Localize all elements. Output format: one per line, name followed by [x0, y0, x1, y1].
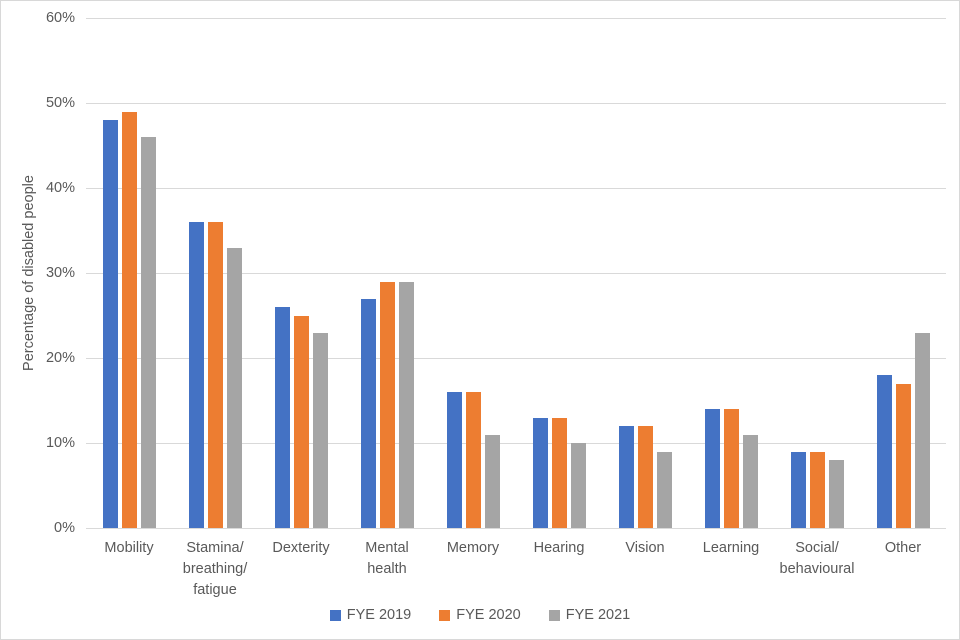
y-tick-label: 40% — [45, 180, 75, 196]
bar-fye-2020 — [723, 409, 739, 528]
bar-fye-2019 — [704, 409, 720, 528]
x-category-label: Learning — [702, 540, 760, 556]
legend-item-fye-2021: FYE 2021 — [548, 607, 631, 623]
bar-fye-2020 — [809, 451, 825, 528]
x-category-label: Vision — [625, 540, 665, 556]
bar-fye-2020 — [121, 111, 137, 528]
bar-fye-2019 — [532, 417, 548, 528]
bar-fye-2020 — [637, 426, 653, 528]
x-category-label: Dexterity — [272, 540, 330, 556]
y-tick-label: 20% — [45, 350, 75, 366]
bar-fye-2019 — [274, 307, 290, 528]
x-category-label: Other — [884, 540, 922, 556]
legend-swatch-icon — [439, 609, 451, 621]
bar-fye-2019 — [876, 375, 892, 528]
bar-fye-2019 — [102, 120, 118, 528]
legend-swatch-icon — [548, 609, 560, 621]
x-axis-line — [86, 528, 946, 529]
bar-fye-2021 — [656, 451, 672, 528]
gridline — [86, 273, 946, 274]
x-category-label: Memory — [446, 540, 500, 556]
y-tick-label: 10% — [45, 435, 75, 451]
bar-fye-2019 — [360, 298, 376, 528]
gridline — [86, 188, 946, 189]
bar-fye-2021 — [914, 332, 930, 528]
gridline — [86, 103, 946, 104]
x-category-label: Social/ behavioural — [779, 540, 855, 577]
y-tick-label: 50% — [45, 95, 75, 111]
bar-fye-2021 — [570, 443, 586, 528]
bar-fye-2021 — [140, 137, 156, 528]
legend-item-fye-2020: FYE 2020 — [439, 607, 521, 623]
bar-fye-2020 — [379, 281, 395, 528]
gridline — [86, 18, 946, 19]
y-tick-label: 30% — [45, 265, 75, 281]
gridline — [86, 443, 946, 444]
legend-swatch-icon — [329, 609, 341, 621]
bar-fye-2020 — [293, 315, 309, 528]
bar-fye-2020 — [551, 417, 567, 528]
legend-label: FYE 2019 — [346, 607, 412, 623]
y-tick-label: 0% — [54, 520, 75, 536]
gridline — [86, 358, 946, 359]
bar-fye-2020 — [207, 222, 223, 528]
bar-fye-2021 — [828, 460, 844, 528]
bar-fye-2019 — [790, 451, 806, 528]
x-category-label: Stamina/ breathing/ fatigue — [182, 540, 248, 598]
x-category-label: Hearing — [533, 540, 585, 556]
legend-label: FYE 2020 — [456, 607, 521, 623]
x-category-label: Mobility — [104, 540, 154, 556]
legend-label: FYE 2021 — [565, 607, 631, 623]
x-category-label: Mental health — [365, 540, 409, 577]
bar-fye-2019 — [446, 392, 462, 528]
y-tick-label: 60% — [45, 10, 75, 26]
bar-fye-2020 — [895, 383, 911, 528]
bar-fye-2019 — [618, 426, 634, 528]
bar-fye-2020 — [465, 392, 481, 528]
bar-fye-2021 — [226, 247, 242, 528]
legend: FYE 2019 FYE 2020 FYE 2021 — [1, 607, 959, 623]
bar-fye-2021 — [484, 434, 500, 528]
bar-fye-2021 — [742, 434, 758, 528]
bar-fye-2021 — [398, 281, 414, 528]
bar-fye-2019 — [188, 222, 204, 528]
bar-fye-2021 — [312, 332, 328, 528]
legend-item-fye-2019: FYE 2019 — [329, 607, 412, 623]
